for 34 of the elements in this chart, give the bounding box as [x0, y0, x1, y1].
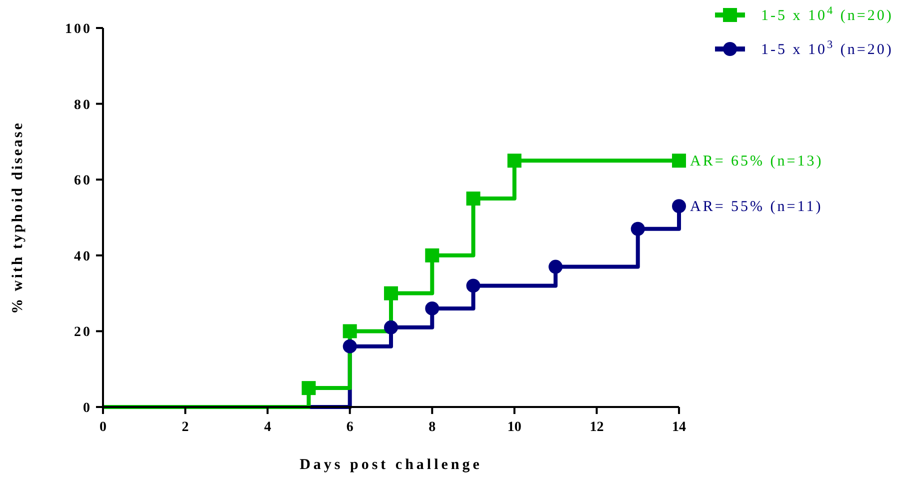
- point: [672, 199, 686, 214]
- point: [630, 222, 645, 236]
- annotation: AR= 65% (n=13): [690, 154, 824, 170]
- point: [425, 248, 440, 262]
- legend-label: 1-5 x 10$^{3}$ (n=20): [761, 39, 894, 58]
- x-tick-label: 4: [264, 420, 272, 435]
- y-tick-label: 0: [83, 401, 92, 416]
- y-tick-label: 20: [74, 325, 92, 340]
- point: [302, 381, 316, 396]
- y-tick-label: 40: [74, 249, 92, 264]
- x-tick-label: 6: [346, 420, 354, 435]
- y-tick-label: 80: [74, 98, 92, 113]
- x-tick-label: 10: [507, 420, 522, 435]
- point: [384, 286, 398, 300]
- x-axis-title: Days post challenge: [300, 457, 482, 473]
- annotation: AR= 55% (n=11): [690, 199, 823, 216]
- point: [507, 154, 522, 168]
- y-tick-label: 60: [74, 174, 92, 189]
- x-tick-label: 8: [428, 420, 436, 435]
- point: [384, 320, 398, 334]
- point: [342, 339, 357, 354]
- legend-label: 1-5 x 10$^{4}$ (n=20): [761, 5, 894, 24]
- y-tick-label: 100: [65, 22, 92, 37]
- point: [672, 154, 686, 168]
- point: [466, 278, 480, 293]
- x-tick-label: 14: [672, 420, 686, 435]
- point: [466, 192, 480, 206]
- point: [425, 301, 440, 316]
- point: [342, 324, 357, 338]
- x-tick-label: 2: [182, 420, 189, 435]
- y-axis-title: % with typhoid disease: [10, 121, 26, 314]
- x-tick-label: 0: [100, 420, 106, 435]
- point: [548, 260, 563, 274]
- x-tick-label: 12: [590, 420, 604, 435]
